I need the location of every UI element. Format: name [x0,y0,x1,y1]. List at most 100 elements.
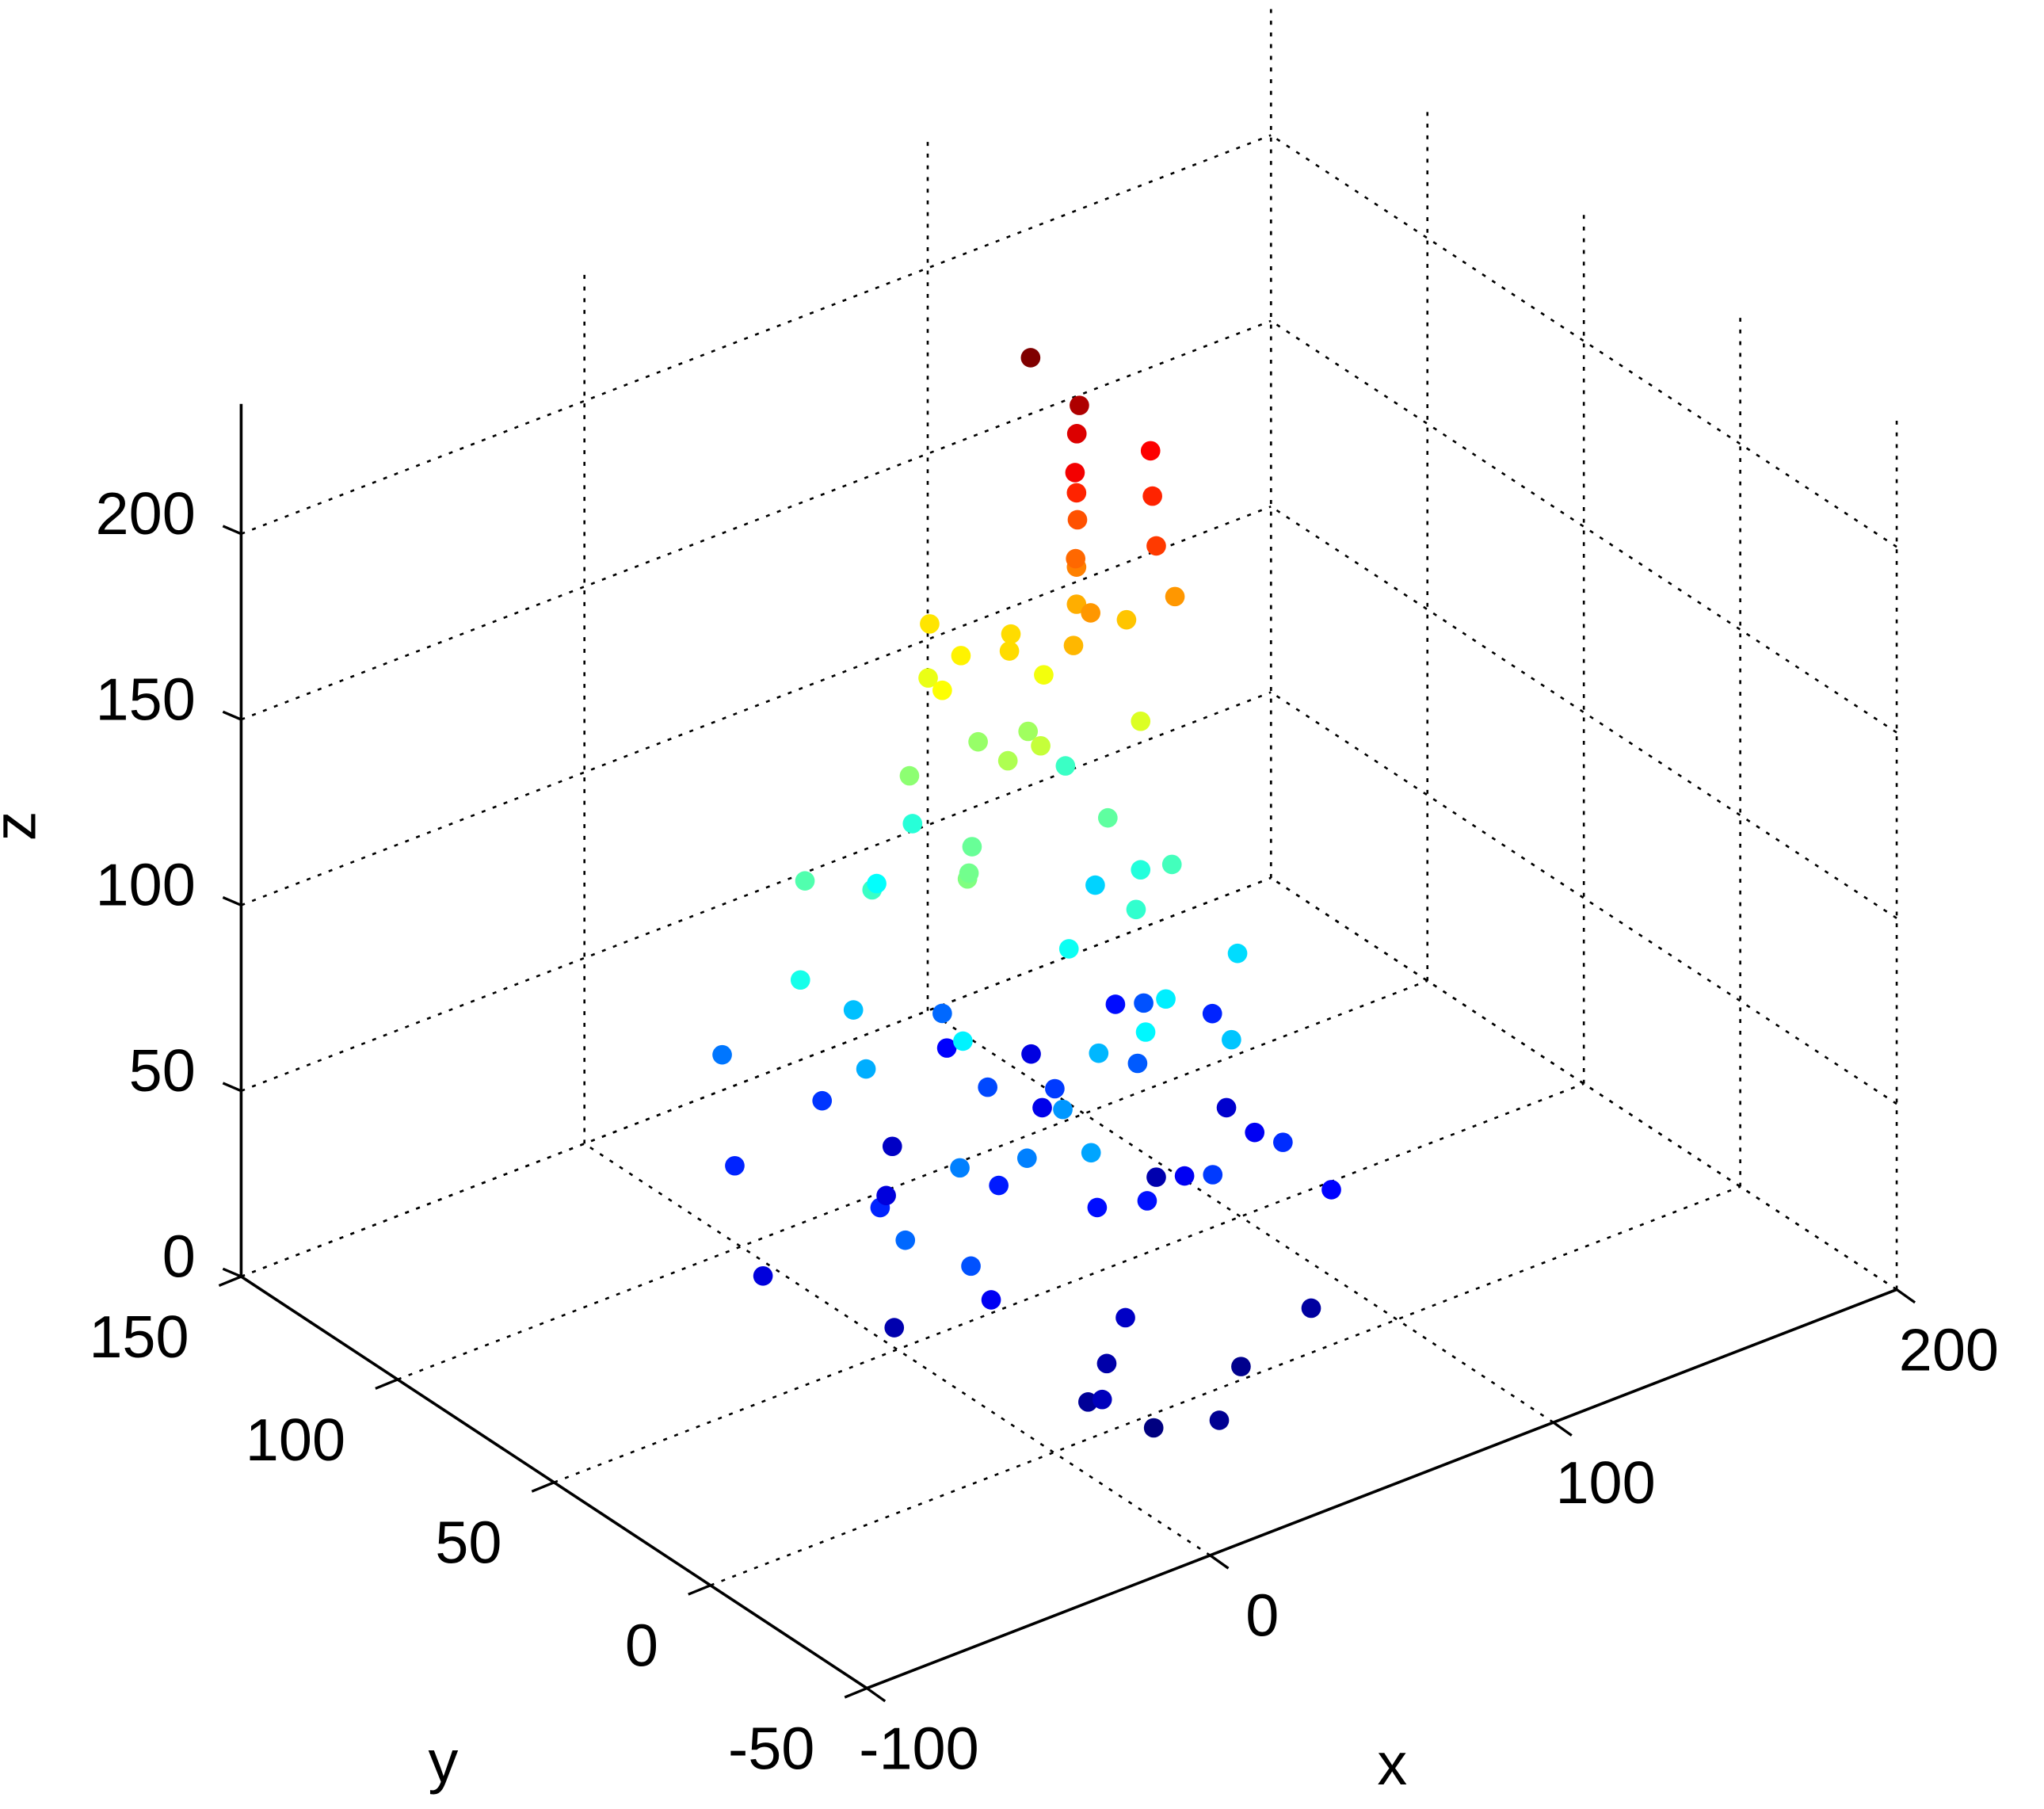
z-tick-label: 200 [96,481,196,548]
point [999,641,1020,661]
point [953,1031,973,1051]
point [936,1038,957,1058]
point [981,1290,1001,1310]
point [812,1090,833,1111]
point [951,646,971,666]
point [962,837,982,857]
point [1126,899,1146,920]
point [1134,993,1154,1013]
point [1131,860,1151,880]
point [1245,1122,1265,1143]
x-axis-title: x [1377,1731,1407,1798]
grid-line [1270,506,1897,919]
point [1222,1029,1241,1050]
y-tick-label: 100 [246,1407,345,1474]
point [1081,1143,1101,1163]
point [884,1318,905,1338]
point [1127,1053,1148,1074]
point [1020,348,1041,368]
point [1156,989,1176,1009]
grid-line [397,979,1428,1381]
point [1209,1410,1230,1430]
x-tick-label: -100 [859,1716,978,1783]
grid-line [240,691,1272,1092]
grid-line [240,506,1272,906]
point [950,1158,970,1178]
y-tick-label: 50 [435,1510,501,1577]
point [895,1230,916,1250]
z-tick-label: 150 [96,666,196,733]
point [1105,994,1126,1014]
z-tick [222,710,242,721]
point [1066,483,1087,503]
x-tick [1209,1554,1230,1570]
point [1142,486,1162,506]
point [932,1003,952,1024]
point [1231,1357,1251,1376]
grid-line [710,1185,1741,1586]
grid-line [927,1009,1554,1424]
point [899,765,920,786]
point [790,970,810,990]
point [1067,509,1088,530]
point [753,1265,773,1286]
point [1174,1166,1195,1186]
x-axis [866,1288,1897,1690]
z-tick-label: 50 [129,1038,196,1105]
z-tick-label: 0 [162,1223,196,1290]
point [1131,711,1151,731]
point [961,1256,981,1277]
point [1021,1044,1041,1064]
point [1146,536,1166,556]
grid [240,5,1898,1689]
point [1140,441,1161,461]
point [1053,1099,1073,1120]
y-tick-label: 0 [625,1613,658,1680]
point [959,863,979,884]
grid-line [583,1143,1211,1556]
point [1066,424,1087,444]
x-tick-label: 200 [1899,1317,1999,1383]
point [1016,1148,1037,1168]
point [1032,1097,1052,1118]
point [902,814,923,834]
point [1001,624,1021,644]
x-tick [1552,1421,1573,1437]
y-tick [531,1481,555,1493]
y-tick [375,1378,399,1390]
point [918,668,938,688]
point [989,1175,1009,1196]
grid-line [240,319,1272,721]
point [1203,1165,1223,1185]
point [1031,735,1051,756]
grid-line [1270,691,1897,1105]
grid-line [240,876,1272,1278]
point [1089,1043,1109,1063]
point [1066,594,1087,614]
y-tick-label: 150 [89,1304,189,1371]
point [1045,1078,1065,1099]
z-tick [222,1082,242,1093]
grid-line [240,134,1272,535]
point [1227,943,1248,964]
point [1301,1298,1321,1319]
point [1273,1132,1293,1152]
point [978,1077,998,1097]
point [1085,875,1105,895]
point [1055,756,1076,776]
point [1115,1307,1135,1328]
point [1096,1353,1117,1374]
z-tick [222,896,242,906]
point [1087,1197,1108,1218]
y-tick [844,1687,868,1699]
point [1066,548,1086,569]
point [1202,1003,1222,1024]
point [725,1155,745,1176]
point [882,1136,902,1157]
point [1137,1191,1157,1211]
point [856,1059,876,1079]
point [867,873,887,894]
point [1097,807,1118,828]
point [1058,939,1079,959]
